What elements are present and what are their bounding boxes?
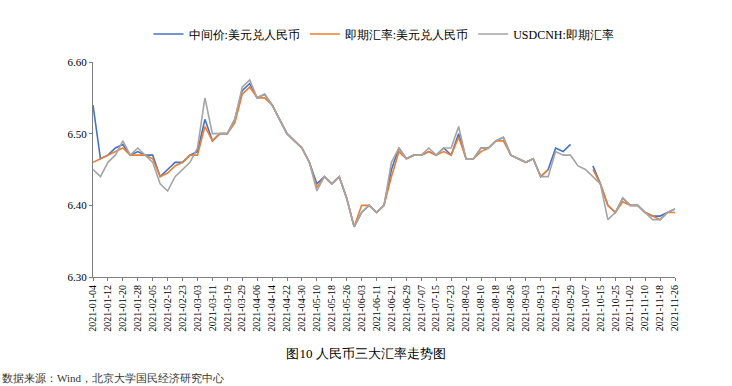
svg-text:2021-10-07: 2021-10-07 bbox=[580, 285, 591, 332]
svg-text:2021-03-03: 2021-03-03 bbox=[192, 285, 203, 332]
svg-text:2021-03-19: 2021-03-19 bbox=[222, 285, 233, 332]
svg-text:即期汇率:美元兑人民币: 即期汇率:美元兑人民币 bbox=[345, 28, 468, 42]
svg-text:2021-09-29: 2021-09-29 bbox=[565, 285, 576, 332]
svg-text:2021-06-11: 2021-06-11 bbox=[371, 285, 382, 331]
svg-text:2021-11-02: 2021-11-02 bbox=[624, 285, 635, 331]
svg-text:6.60: 6.60 bbox=[68, 56, 88, 68]
svg-text:2021-06-03: 2021-06-03 bbox=[356, 285, 367, 332]
svg-text:2021-04-30: 2021-04-30 bbox=[296, 285, 307, 332]
svg-text:2021-03-29: 2021-03-29 bbox=[236, 285, 247, 332]
svg-text:2021-09-03: 2021-09-03 bbox=[520, 285, 531, 332]
svg-text:USDCNH:即期汇率: USDCNH:即期汇率 bbox=[513, 28, 614, 42]
svg-text:2021-10-15: 2021-10-15 bbox=[595, 285, 606, 332]
svg-text:2021-08-18: 2021-08-18 bbox=[490, 285, 501, 332]
svg-text:图10 人民币三大汇率走势图: 图10 人民币三大汇率走势图 bbox=[286, 346, 445, 361]
svg-text:2021-01-12: 2021-01-12 bbox=[102, 285, 113, 332]
svg-text:2021-06-29: 2021-06-29 bbox=[401, 285, 412, 332]
svg-text:2021-07-15: 2021-07-15 bbox=[430, 285, 441, 332]
svg-text:2021-02-05: 2021-02-05 bbox=[147, 285, 158, 332]
svg-text:2021-02-15: 2021-02-15 bbox=[162, 285, 173, 332]
svg-text:2021-06-21: 2021-06-21 bbox=[386, 285, 397, 332]
svg-text:2021-08-10: 2021-08-10 bbox=[475, 285, 486, 332]
svg-text:6.50: 6.50 bbox=[68, 128, 88, 140]
svg-text:6.30: 6.30 bbox=[68, 271, 88, 283]
svg-text:2021-01-28: 2021-01-28 bbox=[132, 285, 143, 332]
svg-text:2021-05-26: 2021-05-26 bbox=[341, 285, 352, 332]
svg-text:2021-01-04: 2021-01-04 bbox=[87, 285, 98, 332]
svg-text:2021-08-26: 2021-08-26 bbox=[505, 285, 516, 332]
svg-text:中间价:美元兑人民币: 中间价:美元兑人民币 bbox=[189, 28, 300, 42]
svg-text:2021-11-18: 2021-11-18 bbox=[654, 285, 665, 331]
svg-text:2021-07-23: 2021-07-23 bbox=[445, 285, 456, 332]
svg-text:2021-02-23: 2021-02-23 bbox=[177, 285, 188, 332]
svg-text:数据来源：Wind，北京大学国民经济研究中心: 数据来源：Wind，北京大学国民经济研究中心 bbox=[2, 372, 224, 384]
svg-text:2021-05-18: 2021-05-18 bbox=[326, 285, 337, 332]
svg-text:2021-03-11: 2021-03-11 bbox=[207, 285, 218, 331]
svg-text:2021-09-13: 2021-09-13 bbox=[535, 285, 546, 332]
svg-text:2021-08-02: 2021-08-02 bbox=[460, 285, 471, 332]
svg-text:2021-04-06: 2021-04-06 bbox=[251, 285, 262, 332]
svg-text:2021-01-20: 2021-01-20 bbox=[117, 285, 128, 332]
svg-text:2021-04-22: 2021-04-22 bbox=[281, 285, 292, 332]
svg-text:2021-05-10: 2021-05-10 bbox=[311, 285, 322, 332]
svg-text:2021-09-21: 2021-09-21 bbox=[550, 285, 561, 332]
svg-text:2021-10-25: 2021-10-25 bbox=[610, 285, 621, 332]
svg-text:2021-11-26: 2021-11-26 bbox=[669, 285, 680, 331]
svg-text:6.40: 6.40 bbox=[68, 199, 88, 211]
svg-text:2021-07-07: 2021-07-07 bbox=[416, 285, 427, 332]
svg-text:2021-04-14: 2021-04-14 bbox=[266, 285, 277, 332]
svg-text:2021-11-10: 2021-11-10 bbox=[639, 285, 650, 331]
